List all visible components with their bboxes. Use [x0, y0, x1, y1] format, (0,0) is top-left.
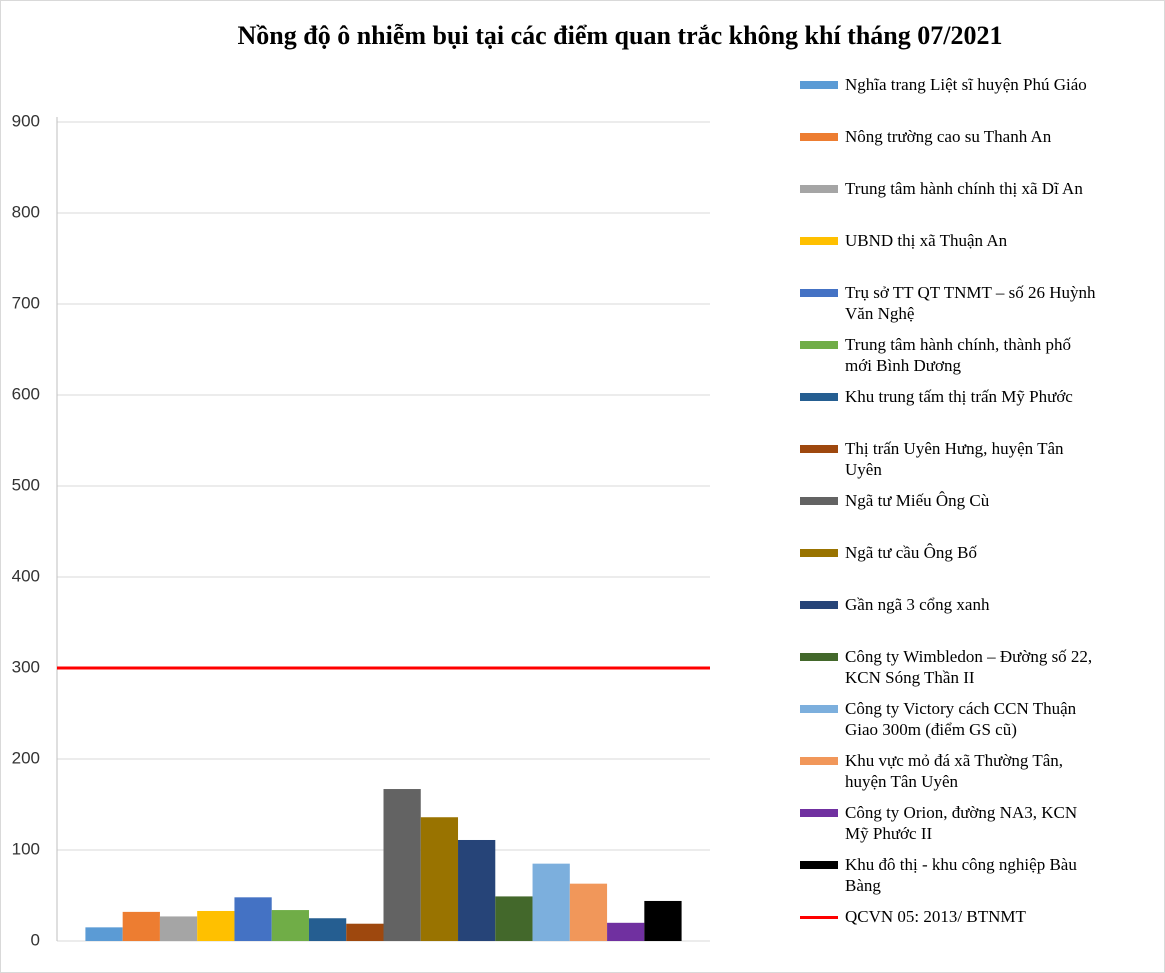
legend-item: Ngã tư cầu Ông Bố: [800, 542, 1100, 563]
legend-swatch: [800, 81, 838, 89]
legend-label: Công ty Victory cách CCN Thuận Giao 300m…: [845, 699, 1077, 739]
legend-swatch: [800, 653, 838, 661]
y-tick-label: 200: [12, 748, 40, 767]
y-tick-label: 100: [12, 839, 40, 858]
y-tick-label: 800: [12, 202, 40, 221]
legend-label: Trung tâm hành chính, thành phố mới Bình…: [845, 335, 1072, 375]
bar: [85, 927, 123, 941]
legend-label: Nghĩa trang Liệt sĩ huyện Phú Giáo: [845, 75, 1087, 94]
legend-swatch: [800, 915, 838, 919]
legend-item: Gần ngã 3 cổng xanh: [800, 594, 1100, 615]
chart-title: Nồng độ ô nhiễm bụi tại các điểm quan tr…: [238, 21, 1003, 50]
legend-label: Trung tâm hành chính thị xã Dĩ An: [845, 179, 1083, 198]
legend-swatch: [800, 549, 838, 557]
y-tick-label: 700: [12, 293, 40, 312]
legend-item: Khu trung tấm thị trấn Mỹ Phước: [800, 386, 1100, 407]
legend-swatch: [800, 809, 838, 817]
legend-swatch: [800, 393, 838, 401]
legend-label: QCVN 05: 2013/ BTNMT: [845, 907, 1026, 926]
legend-swatch: [800, 185, 838, 193]
legend-item: Công ty Victory cách CCN Thuận Giao 300m…: [800, 698, 1100, 740]
legend-item: Nông trường cao su Thanh An: [800, 126, 1100, 147]
bar: [420, 817, 459, 941]
legend-label: Khu trung tấm thị trấn Mỹ Phước: [845, 387, 1073, 406]
y-tick-label: 500: [12, 475, 40, 494]
bar: [308, 918, 347, 941]
legend-label: Khu vực mỏ đá xã Thường Tân, huyện Tân U…: [845, 751, 1064, 791]
legend-swatch: [800, 705, 838, 713]
legend-item: Công ty Orion, đường NA3, KCN Mỹ Phước I…: [800, 802, 1100, 844]
legend-label: Trụ sở TT QT TNMT – số 26 Huỳnh Văn Nghệ: [845, 283, 1096, 323]
legend-label: Ngã tư cầu Ông Bố: [845, 543, 977, 562]
legend-label: Công ty Wimbledon – Đường số 22, KCN Són…: [845, 647, 1093, 687]
legend-item: QCVN 05: 2013/ BTNMT: [800, 906, 1100, 927]
legend-swatch: [800, 601, 838, 609]
legend-item: Công ty Wimbledon – Đường số 22, KCN Són…: [800, 646, 1100, 688]
legend-item: Trung tâm hành chính, thành phố mới Bình…: [800, 334, 1100, 376]
legend-item: Trụ sở TT QT TNMT – số 26 Huỳnh Văn Nghệ: [800, 282, 1100, 324]
bar: [159, 916, 198, 941]
y-tick-label: 600: [12, 384, 40, 403]
bar: [271, 910, 309, 941]
legend-swatch: [800, 445, 838, 453]
bar: [346, 923, 384, 941]
bar: [569, 883, 608, 941]
bar: [458, 839, 496, 941]
legend-item: Trung tâm hành chính thị xã Dĩ An: [800, 178, 1100, 199]
legend-label: Gần ngã 3 cổng xanh: [845, 595, 990, 614]
bar: [532, 863, 570, 941]
y-tick-label: 0: [31, 930, 40, 949]
legend-label: UBND thị xã Thuận An: [845, 231, 1008, 250]
y-tick-label: 300: [12, 657, 40, 676]
bar: [607, 922, 645, 941]
y-tick-label: 900: [12, 111, 40, 130]
y-tick-label: 400: [12, 566, 40, 585]
bar: [495, 896, 533, 941]
legend-item: Khu vực mỏ đá xã Thường Tân, huyện Tân U…: [800, 750, 1100, 792]
legend-label: Công ty Orion, đường NA3, KCN Mỹ Phước I…: [845, 803, 1078, 843]
legend-swatch: [800, 341, 838, 349]
legend-swatch: [800, 757, 838, 765]
legend-swatch: [800, 133, 838, 141]
legend-swatch: [800, 289, 838, 297]
bar: [383, 789, 421, 941]
legend-item: Nghĩa trang Liệt sĩ huyện Phú Giáo: [800, 74, 1100, 95]
bar: [122, 911, 160, 941]
legend-label: Ngã tư Miếu Ông Cù: [845, 491, 990, 510]
legend-label: Nông trường cao su Thanh An: [845, 127, 1052, 146]
legend-label: Thị trấn Uyên Hưng, huyện Tân Uyên: [845, 439, 1064, 479]
legend-item: Thị trấn Uyên Hưng, huyện Tân Uyên: [800, 438, 1100, 480]
legend-label: Khu đô thị - khu công nghiệp Bàu Bàng: [845, 855, 1077, 895]
legend-item: Ngã tư Miếu Ông Cù: [800, 490, 1100, 511]
legend-swatch: [800, 497, 838, 505]
bar: [234, 897, 272, 941]
bar: [197, 910, 235, 941]
legend-item: UBND thị xã Thuận An: [800, 230, 1100, 251]
legend-swatch: [800, 861, 838, 869]
legend-swatch: [800, 237, 838, 245]
legend-item: Khu đô thị - khu công nghiệp Bàu Bàng: [800, 854, 1100, 896]
bar: [644, 900, 682, 941]
